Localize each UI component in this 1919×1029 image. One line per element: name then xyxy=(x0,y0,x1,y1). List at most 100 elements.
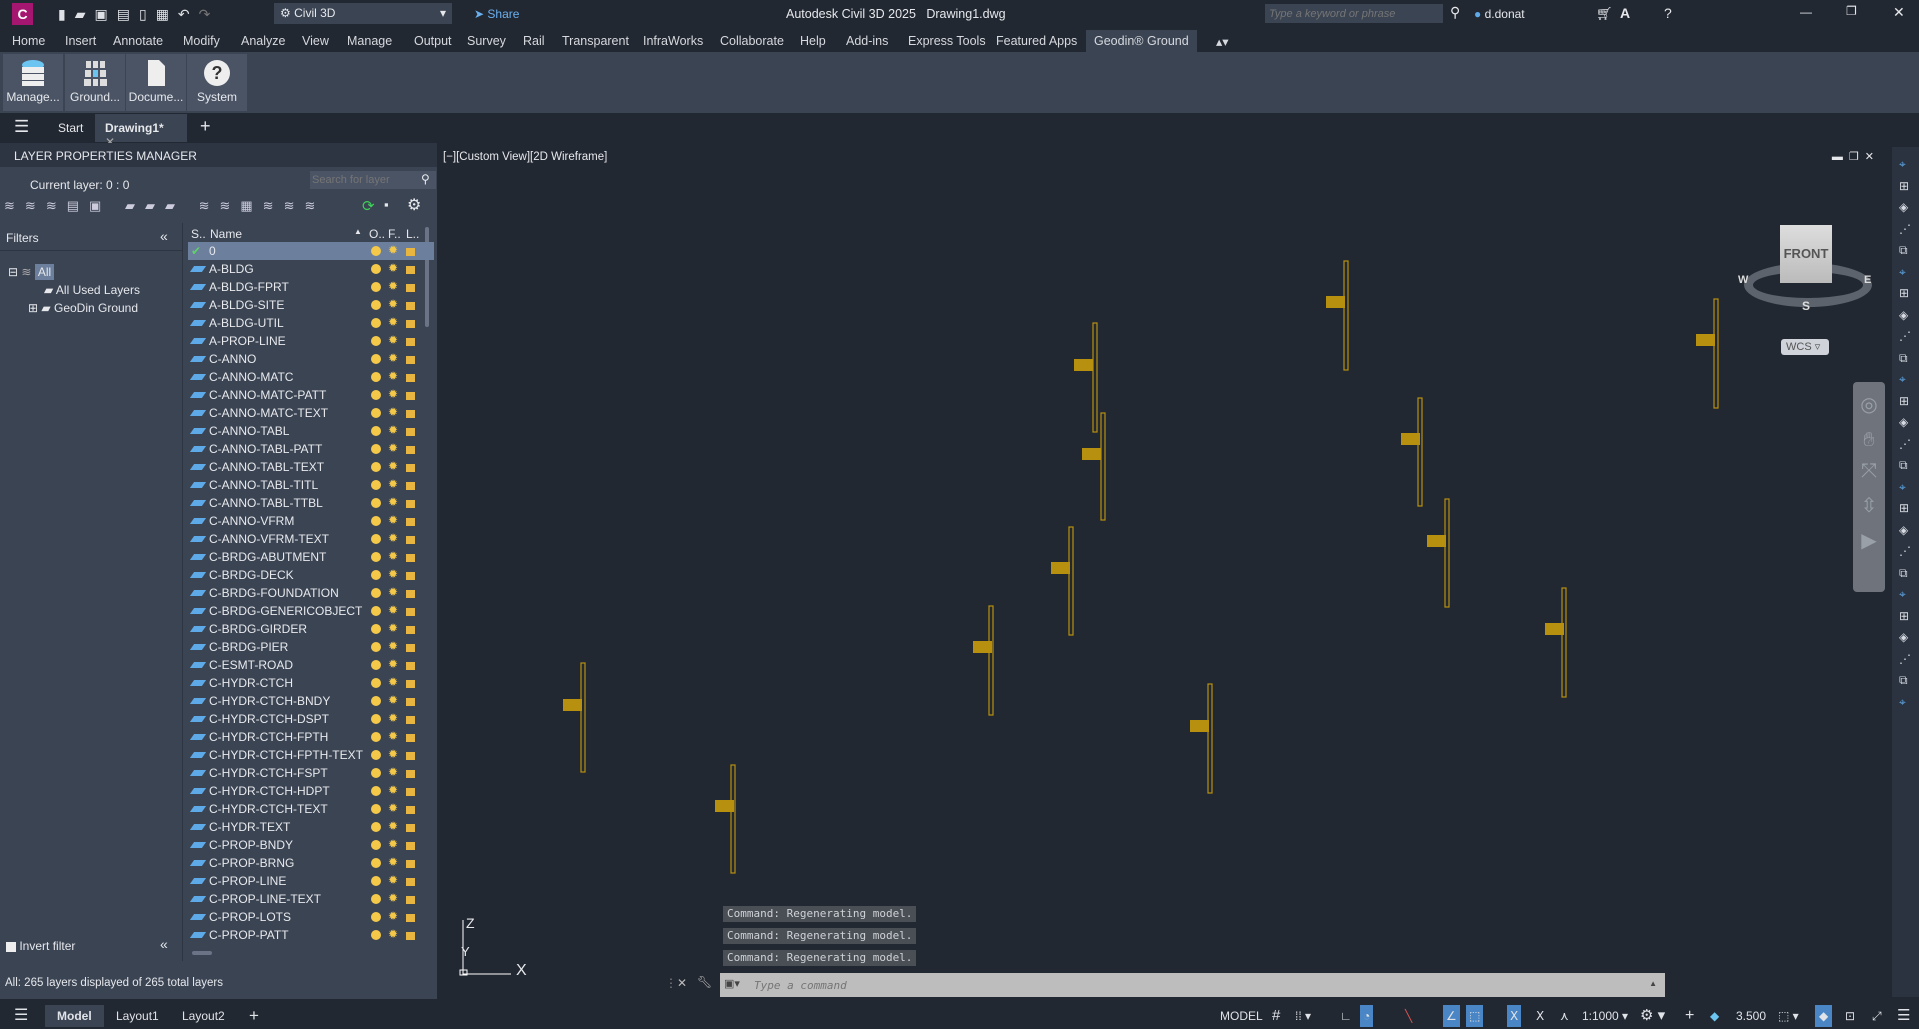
compass-east[interactable]: E xyxy=(1864,274,1872,286)
layer-unlocked-icon[interactable] xyxy=(406,302,415,310)
viewcube[interactable]: FRONT W E S xyxy=(1738,217,1878,317)
layer-on-icon[interactable] xyxy=(371,282,381,292)
manage-button[interactable]: Manage... xyxy=(3,54,63,111)
layer-row[interactable]: C-BRDG-DECK ✹ xyxy=(188,566,434,584)
new-layer-icon[interactable]: ≋ xyxy=(219,198,241,213)
open-icon[interactable]: ▰ xyxy=(74,6,95,22)
circle-icon[interactable]: ⌖ xyxy=(1899,587,1906,601)
delete-layer-icon[interactable]: ≋ xyxy=(283,198,305,213)
layer-unlocked-icon[interactable] xyxy=(406,932,415,940)
column-name[interactable]: Name xyxy=(210,227,243,241)
layer-thaw-icon[interactable]: ✹ xyxy=(388,495,399,509)
layer-row[interactable]: C-BRDG-GIRDER ✹ xyxy=(188,620,434,638)
borehole-column[interactable] xyxy=(1343,260,1349,371)
showmotion-icon[interactable]: ▶ xyxy=(1861,530,1877,552)
system-button[interactable]: ? System xyxy=(187,54,247,111)
ribbon-tab-output[interactable]: Output xyxy=(414,34,452,48)
layer-unlocked-icon[interactable] xyxy=(406,626,415,634)
layer-unlocked-icon[interactable] xyxy=(406,770,415,778)
layer-on-icon[interactable] xyxy=(371,516,381,526)
isodraft-icon[interactable]: ╲ xyxy=(1405,1009,1413,1023)
layer-row[interactable]: C-HYDR-CTCH-BNDY ✹ xyxy=(188,692,434,710)
layer-unlocked-icon[interactable] xyxy=(406,788,415,796)
layer-thaw-icon[interactable]: ✹ xyxy=(388,243,399,257)
layer-thaw-icon[interactable]: ✹ xyxy=(388,621,399,635)
borehole-column[interactable] xyxy=(1444,498,1450,608)
layer-thaw-icon[interactable]: ✹ xyxy=(388,585,399,599)
borehole-column[interactable] xyxy=(1207,683,1213,794)
borehole[interactable] xyxy=(715,764,736,874)
layer-on-icon[interactable] xyxy=(371,264,381,274)
ribbon-tab-insert[interactable]: Insert xyxy=(65,34,97,48)
point-group-icon[interactable]: ◈ xyxy=(1899,415,1909,429)
ribbon-tab-rail[interactable]: Rail xyxy=(523,34,545,48)
save-as-icon[interactable]: ▤ xyxy=(116,6,139,22)
viewport-grid-icon[interactable]: ⧉ xyxy=(1899,243,1908,257)
help-icon[interactable]: ? xyxy=(1664,5,1672,21)
layer-thaw-icon[interactable]: ✹ xyxy=(388,675,399,689)
filter-select-icon[interactable]: ⋰ xyxy=(1899,436,1911,451)
invert-filter[interactable]: Invert filter xyxy=(6,939,75,953)
close-command-icon[interactable]: ✕ xyxy=(677,976,688,990)
ribbon-tab-express-tools[interactable]: Express Tools xyxy=(908,34,986,48)
layer-on-icon[interactable] xyxy=(371,444,381,454)
layer-on-icon[interactable] xyxy=(371,696,381,706)
layer-unlocked-icon[interactable] xyxy=(406,644,415,652)
orbit-icon[interactable]: ⇳ xyxy=(1860,495,1878,517)
settings-icon[interactable]: ⚙ xyxy=(407,197,422,214)
geolocation-icon[interactable]: ⌖ xyxy=(1899,264,1906,279)
layer-list-scrollbar[interactable] xyxy=(425,227,429,327)
layer-unlocked-icon[interactable] xyxy=(406,590,415,598)
save-icon[interactable]: ▣ xyxy=(94,6,117,22)
crosshair-icon[interactable]: + xyxy=(1685,1007,1695,1024)
layer-state-icon[interactable]: ◈ xyxy=(1899,200,1909,214)
layer-on-icon[interactable] xyxy=(371,462,381,472)
layer-on-icon[interactable] xyxy=(371,822,381,832)
ribbon-tab-view[interactable]: View xyxy=(302,34,329,48)
workspace-gear-icon[interactable]: ⚙ ▾ xyxy=(1640,1007,1666,1024)
door-icon[interactable]: ◈ xyxy=(1899,630,1909,644)
layer-row[interactable]: C-HYDR-CTCH-FPTH ✹ xyxy=(188,728,434,746)
layer-thaw-icon[interactable]: ✹ xyxy=(388,279,399,293)
layer-row[interactable]: C-HYDR-CTCH ✹ xyxy=(188,674,434,692)
column-freeze[interactable]: F.. xyxy=(388,227,401,241)
layer-unlocked-icon[interactable] xyxy=(406,320,415,328)
annotation-monitor-icon[interactable]: ◆ xyxy=(1815,1005,1833,1027)
ribbon-tab-modify[interactable]: Modify xyxy=(183,34,220,48)
refresh-icon[interactable]: ⟳ xyxy=(362,198,375,215)
new-filter-icon[interactable]: ▰ xyxy=(124,198,145,213)
layer-row[interactable]: C-BRDG-GENERICOBJECT ✹ xyxy=(188,602,434,620)
layer-thaw-icon[interactable]: ✹ xyxy=(388,351,399,365)
document-button[interactable]: Docume... xyxy=(126,54,186,111)
point-select-icon[interactable]: ⧉ xyxy=(1899,350,1908,365)
layer-on-icon[interactable] xyxy=(371,858,381,868)
ribbon-tab-manage[interactable]: Manage xyxy=(347,34,393,48)
layer-thaw-icon[interactable]: ✹ xyxy=(388,441,399,455)
layer-unlocked-icon[interactable] xyxy=(406,284,415,292)
layer-on-icon[interactable] xyxy=(371,912,381,922)
borehole[interactable] xyxy=(1326,260,1349,371)
layer-on-icon[interactable] xyxy=(371,750,381,760)
command-history-toggle[interactable]: ▲ xyxy=(1649,979,1657,988)
layer-unlocked-icon[interactable] xyxy=(406,374,415,382)
autodesk-a-icon[interactable]: A xyxy=(1620,5,1631,21)
filter-tree-geodin[interactable]: ⊞ ▰ GeoDin Ground xyxy=(28,301,139,315)
compass-west[interactable]: W xyxy=(1738,274,1749,286)
borehole-column[interactable] xyxy=(1713,298,1719,409)
close-button[interactable]: ✕ xyxy=(1893,4,1905,20)
borehole-column[interactable] xyxy=(1561,587,1567,698)
customize-icon[interactable]: 🔧︎ xyxy=(697,975,713,989)
tab-drawing1[interactable]: Drawing1* ✕ xyxy=(95,114,187,149)
menu-icon[interactable]: ☰ xyxy=(14,117,30,136)
layer-walk-icon[interactable]: ▦ xyxy=(240,198,263,213)
layer-row[interactable]: C-HYDR-CTCH-TEXT ✹ xyxy=(188,800,434,818)
tree-icon[interactable]: ⋰ xyxy=(1899,651,1911,666)
point-edit-icon[interactable]: ⊞ xyxy=(1899,393,1910,408)
layer-thaw-icon[interactable]: ✹ xyxy=(388,333,399,347)
new-layout-button[interactable]: + xyxy=(249,1006,259,1025)
layer-row[interactable]: A-BLDG-SITE ✹ xyxy=(188,296,434,314)
layer-on-icon[interactable] xyxy=(371,732,381,742)
corner-icon[interactable]: ◈ xyxy=(1899,522,1909,537)
borehole-column[interactable] xyxy=(1417,397,1423,507)
layer-row[interactable]: C-PROP-BNDY ✹ xyxy=(188,836,434,854)
